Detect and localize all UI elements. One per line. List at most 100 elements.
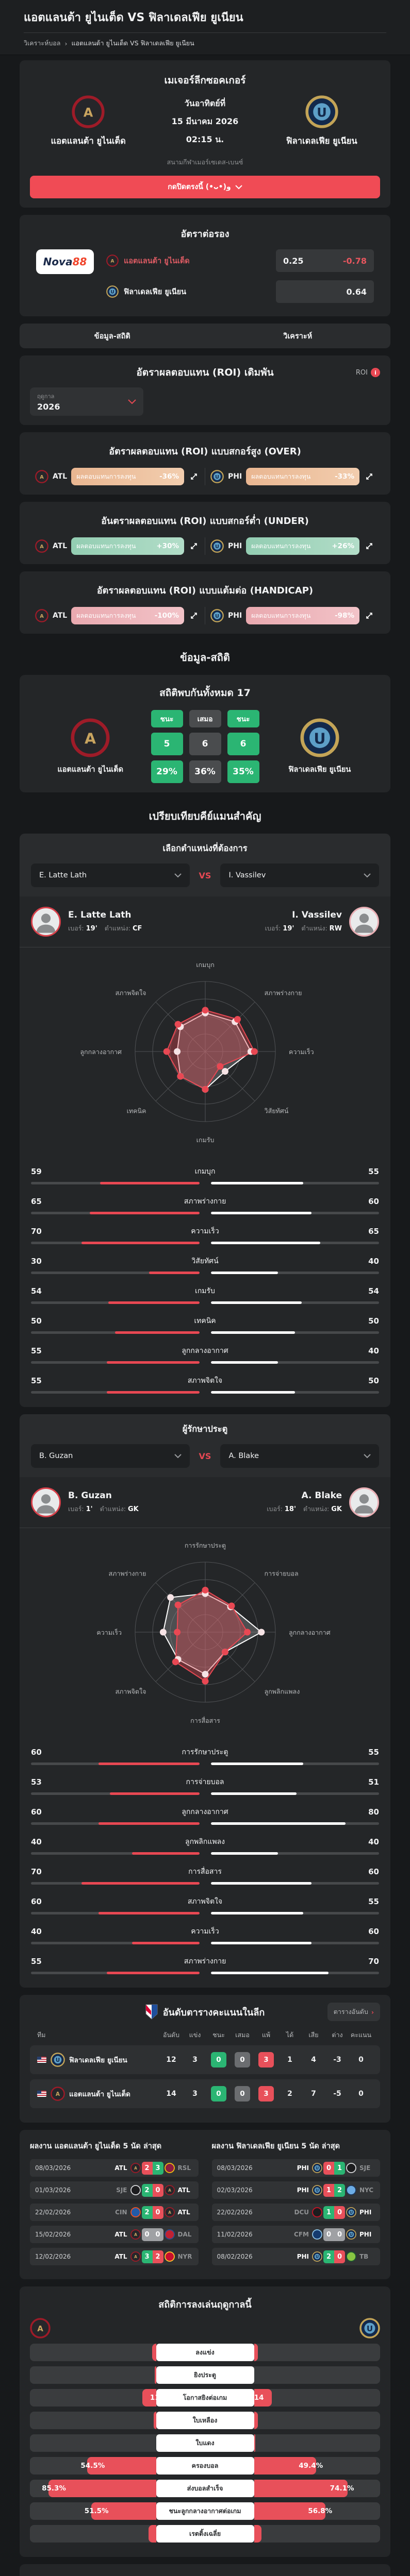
home-zone: 1 [30,2366,172,2384]
attr-label: ลูกกลางอากาศ [182,1808,228,1816]
loss-count-box: 3 [258,2086,274,2102]
close-banner-button[interactable]: กดปิดตรงนี้ (•ᴗ•)و [30,176,380,198]
svg-text:U: U [56,2057,60,2063]
away-odds-box[interactable]: 0.64 [276,280,374,303]
away-zone: 1 [238,2434,381,2452]
home-odds-box[interactable]: 0.25 -0.78 [276,249,374,272]
attribute-row: 59 เกมบุก 55 [31,1166,379,1184]
left-player-select-value: B. Guzan [39,1452,73,1460]
svg-text:เกมบุก: เกมบุก [196,961,215,969]
team-crest-atl: A [106,255,119,267]
expand-icon[interactable] [364,610,375,621]
right-score: 1 [334,2161,345,2175]
roi-home-bar: ผลตอบแทนการลงทุน -36% [71,468,184,485]
home-attr-value: 60 [31,1748,42,1757]
expand-icon[interactable] [364,540,375,552]
form-match-row[interactable]: 12/02/2026 ATL A 3 2 NYR [30,2248,199,2265]
home-bar [155,2366,156,2384]
nova88-logo[interactable]: Nova 88 [36,249,94,274]
league-table-link[interactable]: ตารางอันดับ › [327,2003,380,2021]
left-team-abbr: CIN [115,2209,127,2216]
right-player-select[interactable]: I. Vassilev [220,863,379,887]
attribute-row: 55 ลูกกลางอากาศ 40 [31,1345,379,1364]
left-team-abbr: SJE [116,2187,127,2194]
roi-away-value: -98% [335,612,354,620]
left-player-select[interactable]: E. Latte Lath [31,863,190,887]
away-attr-value: 40 [368,1257,379,1266]
season-select[interactable]: ฤดูกาล 2026 [30,387,143,416]
team-crest-nyr [164,2251,175,2262]
home-zone: 51.5% [30,2502,156,2520]
away-stat-value: 74.1% [330,2484,354,2493]
stat-label-pill: โอกาสยิงต่อเกม [156,2389,254,2406]
attribute-row: 40 ความเร็ว 60 [31,1926,379,1944]
odds-home-row: A แอตแลนต้า ยูไนเต็ด [106,249,264,272]
home-zone: 3 [30,2344,170,2361]
away-bar [254,2344,258,2361]
right-score: 3 [152,2161,163,2175]
h2h-home-name: แอตแลนต้า ยูไนเต็ด [57,765,124,774]
team-crest-phi: U [346,2207,356,2217]
svg-text:การจ่ายบอล: การจ่ายบอล [264,1569,298,1577]
season-stats-title: สถิติการลงเล่นฤดูกาลนี้ [158,2299,252,2310]
left-player: E. Latte Lath เบอร์: 19' ตำแหน่ง: CF [31,907,142,937]
right-player-select[interactable]: A. Blake [220,1444,379,1468]
stat-label-pill: ยิงประตู [156,2366,254,2384]
home-handicap: 0.25 [283,256,304,266]
left-player-select[interactable]: B. Guzan [31,1444,190,1468]
expand-icon[interactable] [188,471,200,482]
roi-away-value: +26% [332,542,354,550]
form-match-row[interactable]: 08/02/2026 PHI U 2 0 TB [211,2248,380,2265]
breadcrumb-root[interactable]: วิเคราะห์บอล [24,39,61,47]
away-attr-value: 55 [368,1167,379,1176]
svg-text:ลูกกลางอากาศ: ลูกกลางอากาศ [80,1048,122,1056]
svg-text:A: A [134,2232,137,2237]
attribute-row: 50 เทคนิค 50 [31,1315,379,1334]
form-match-row[interactable]: 01/03/2026 SJE 2 0 A ATL [30,2181,199,2199]
home-bar [91,2502,156,2520]
match-date: 15 มีนาคม 2026 [171,116,239,126]
form-match-row[interactable]: 11/02/2026 CFM 0 0 U PHI [211,2226,380,2243]
home-stat-value: 1 [167,2371,173,2379]
table-row[interactable]: U ฟิลาเดลเฟีย ยูเนียน 12 3 0 0 3 1 4 -3 0 [30,2045,380,2074]
right-team-abbr: NYR [177,2253,192,2260]
season-stat-row: 2 ใบเหลือง 3 [30,2412,380,2429]
expand-icon[interactable] [188,540,200,552]
expand-icon[interactable] [364,471,375,482]
svg-text:U: U [215,474,219,480]
roi-home-half: A ATL ผลตอบแทนการลงทุน +30% [30,537,205,555]
home-team-block: A แอตแลนต้า ยูไนเต็ด [30,95,146,148]
roi-home-value: -100% [154,612,179,620]
away-attr-value: 65 [368,1227,379,1236]
right-team-abbr: ATL [177,2187,190,2194]
form-match-row[interactable]: 02/03/2026 PHI U 1 2 NYC [211,2181,380,2199]
form-match-row[interactable]: 08/03/2026 ATL A 2 3 RSL [30,2159,199,2177]
team-crest-atl: A [35,539,48,553]
tab-stats[interactable]: ข้อมูล-สถิติ [94,332,130,341]
season-stats-rows: 3 ลงแข่ง 3 1 ยิงประตู 0 11 โอกาสยิงต่อเกม 14 2 ใบเ… [30,2344,380,2543]
player-number: เบอร์: 19' [265,924,294,933]
form-match-row[interactable]: 22/02/2026 DCU 1 0 U PHI [211,2204,380,2221]
expand-icon[interactable] [188,610,200,621]
info-icon[interactable]: i [371,368,380,377]
form-match-row[interactable]: 15/02/2026 ATL A 0 0 DAL [30,2226,199,2243]
form-match-row[interactable]: 08/03/2026 PHI U 0 1 SJE [211,2159,380,2177]
attr-label: ความเร็ว [191,1927,219,1936]
roi-info[interactable]: ROI i [356,368,380,377]
team-crest-phi: U [312,2185,322,2195]
tab-analysis[interactable]: วิเคราะห์ [283,332,313,341]
right-score: 2 [334,2183,345,2197]
right-player-select-value: I. Vassilev [228,871,266,879]
home-attr-value: 55 [31,1957,42,1966]
team-crest-phi: U [300,718,339,757]
svg-text:การรักษาประตู: การรักษาประตู [184,1541,225,1550]
attribute-bars: 60 การรักษาประตู 55 53 การจ่ายบอล 51 60 ลูกกลาง… [31,1747,379,1974]
left-score: 1 [323,2206,334,2219]
away-team-logo: U [305,95,338,128]
table-row[interactable]: A แอตแลนต้า ยูไนเต็ด 14 3 0 0 3 2 7 -5 0 [30,2079,380,2108]
form-match-row[interactable]: 22/02/2026 CIN 2 0 A ATL [30,2204,199,2221]
table-cell: 3 [254,2052,278,2067]
